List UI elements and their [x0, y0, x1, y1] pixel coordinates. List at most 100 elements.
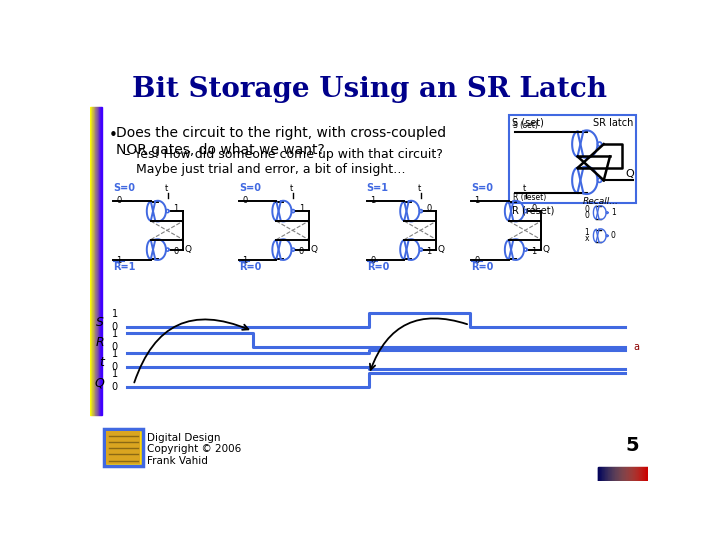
Text: – Yes! How did someone come up with that circuit?
   Maybe just trial and error,: – Yes! How did someone come up with that… — [124, 148, 443, 176]
Text: x: x — [585, 234, 589, 244]
Bar — [609, 467, 610, 481]
Text: t: t — [164, 184, 168, 193]
Bar — [632, 467, 634, 481]
Text: S (set): S (set) — [513, 122, 538, 130]
Text: t: t — [523, 184, 526, 193]
Bar — [93, 107, 94, 415]
Text: Q: Q — [625, 169, 634, 179]
Bar — [94, 107, 96, 415]
Text: Q: Q — [543, 245, 549, 254]
Text: 1: 1 — [112, 309, 118, 319]
Text: Q: Q — [94, 376, 104, 389]
Bar — [599, 467, 600, 481]
Bar — [614, 467, 615, 481]
Bar — [91, 107, 92, 415]
Text: t: t — [290, 184, 293, 193]
Text: S (set): S (set) — [512, 118, 544, 128]
Text: R=0: R=0 — [472, 262, 494, 272]
Bar — [608, 467, 609, 481]
FancyBboxPatch shape — [107, 431, 140, 464]
Text: 1: 1 — [531, 247, 536, 256]
Text: -0: -0 — [114, 196, 123, 205]
Text: 1: 1 — [112, 349, 118, 359]
Bar — [96, 107, 97, 415]
Text: 0: 0 — [531, 204, 536, 213]
Text: R: R — [95, 336, 104, 349]
Text: t: t — [99, 356, 104, 369]
Text: Q: Q — [310, 245, 317, 254]
Text: 0: 0 — [112, 342, 118, 352]
Bar — [635, 467, 636, 481]
Bar — [622, 467, 624, 481]
Text: S=0: S=0 — [472, 183, 493, 193]
Text: S=0: S=0 — [113, 183, 135, 193]
Bar — [642, 467, 644, 481]
Text: 1: 1 — [585, 228, 589, 237]
Text: t: t — [418, 184, 421, 193]
Bar — [621, 467, 622, 481]
Bar — [640, 467, 641, 481]
Text: -1: -1 — [114, 256, 123, 265]
Text: Q: Q — [184, 245, 192, 254]
Bar — [615, 467, 616, 481]
Bar — [625, 467, 626, 481]
Text: -0: -0 — [473, 256, 481, 265]
Text: -0: -0 — [368, 256, 377, 265]
Text: 1: 1 — [426, 247, 432, 256]
Bar — [617, 467, 618, 481]
Text: -1: -1 — [368, 196, 377, 205]
Bar — [604, 467, 605, 481]
Text: a: a — [634, 342, 639, 352]
Bar — [101, 107, 102, 415]
Text: 0: 0 — [611, 231, 616, 240]
Bar — [629, 467, 630, 481]
Bar — [92, 107, 93, 415]
Text: 1: 1 — [112, 369, 118, 379]
Text: S=0: S=0 — [239, 183, 261, 193]
Bar — [644, 467, 645, 481]
Bar — [619, 467, 620, 481]
Text: -1: -1 — [240, 256, 248, 265]
Text: -0: -0 — [240, 196, 248, 205]
Text: 0: 0 — [112, 322, 118, 332]
Text: R=1: R=1 — [113, 262, 135, 272]
Bar — [606, 467, 607, 481]
Text: -1: -1 — [473, 196, 481, 205]
Text: 1: 1 — [112, 329, 118, 339]
Bar — [637, 467, 638, 481]
Bar — [626, 467, 627, 481]
Bar — [607, 467, 608, 481]
Text: 1: 1 — [299, 204, 304, 213]
Text: Q: Q — [438, 245, 445, 254]
Bar — [601, 467, 602, 481]
Bar — [99, 107, 100, 415]
Text: R=0: R=0 — [239, 262, 261, 272]
Bar — [610, 467, 611, 481]
Bar — [602, 467, 603, 481]
Text: 0: 0 — [299, 247, 304, 256]
Bar — [612, 467, 613, 481]
Bar — [647, 467, 648, 481]
Text: Recall...: Recall... — [583, 197, 618, 206]
FancyBboxPatch shape — [508, 115, 636, 204]
Text: Bit Storage Using an SR Latch: Bit Storage Using an SR Latch — [132, 76, 606, 103]
Bar — [636, 467, 637, 481]
Text: S: S — [96, 316, 104, 329]
Bar — [616, 467, 617, 481]
Bar — [630, 467, 631, 481]
Text: R (reset): R (reset) — [513, 193, 546, 202]
Bar — [600, 467, 601, 481]
Bar — [611, 467, 612, 481]
Bar — [613, 467, 614, 481]
Text: S=1: S=1 — [366, 183, 389, 193]
Text: R=0: R=0 — [366, 262, 389, 272]
Text: 0: 0 — [112, 382, 118, 392]
Bar — [618, 467, 619, 481]
Bar — [645, 467, 646, 481]
Text: 0: 0 — [585, 211, 590, 220]
Text: 5: 5 — [626, 436, 639, 455]
Text: •: • — [109, 128, 117, 143]
Text: 0: 0 — [426, 204, 432, 213]
Text: 1: 1 — [173, 204, 179, 213]
Text: 0: 0 — [173, 247, 179, 256]
